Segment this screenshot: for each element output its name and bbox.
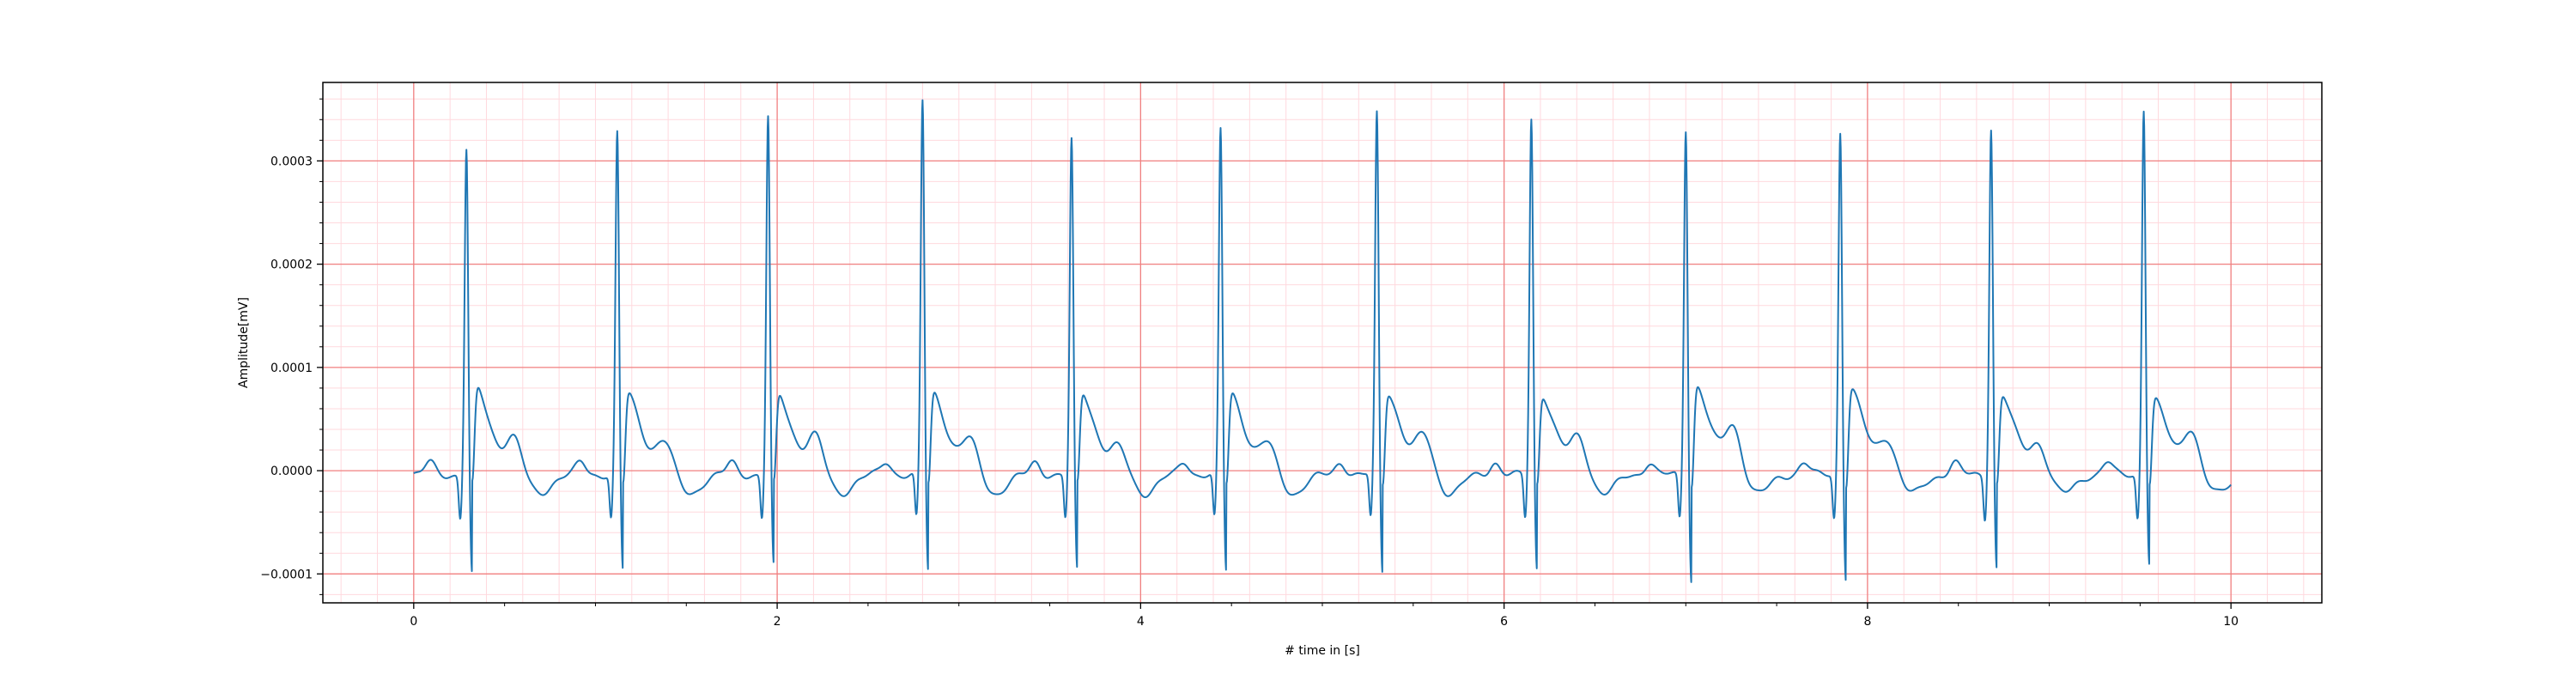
x-tick-label: 6 (1500, 615, 1508, 629)
ecg-trace (413, 99, 2232, 583)
y-tick-label: 0.0001 (270, 362, 313, 375)
x-tick-label: 2 (774, 615, 781, 629)
x-tick-label: 0 (410, 615, 417, 629)
ecg-series-line (413, 99, 2232, 583)
x-tick-label: 8 (1863, 615, 1871, 629)
x-tick-label: 10 (2223, 615, 2239, 629)
x-axis-label: # time in [s] (1285, 644, 1360, 658)
y-tick-label: −0.0001 (260, 568, 313, 581)
x-tick-label: 4 (1137, 615, 1145, 629)
x-axis-ticks: 0 2 4 6 8 10 (410, 603, 2239, 629)
y-tick-label: 0.0002 (270, 258, 313, 272)
y-axis-ticks: −0.0001 0.0000 0.0001 0.0002 0.0003 (260, 98, 323, 595)
y-tick-label: 0.0003 (270, 155, 313, 168)
y-axis-label: Amplitude[mV] (237, 297, 251, 388)
y-tick-label: 0.0000 (270, 465, 313, 478)
